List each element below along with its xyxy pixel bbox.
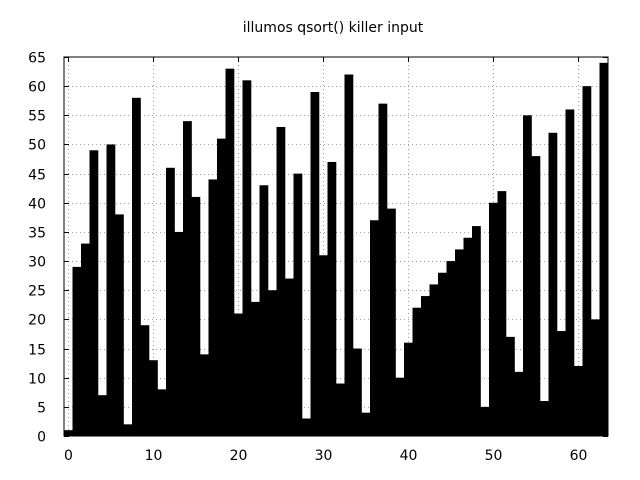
bar [480,406,490,436]
y-tick-label: 45 [28,168,46,184]
bar [540,401,549,436]
bar [319,255,328,436]
bar [514,371,524,436]
x-tick-label: 40 [400,448,418,464]
bar [574,366,583,436]
bar [183,121,192,436]
bar [438,272,447,436]
bar [166,167,175,437]
bar [123,424,133,436]
bar [268,290,277,436]
bar [565,109,575,436]
bar [472,226,481,436]
bar [582,86,592,437]
y-tick-label: 10 [28,372,46,388]
bar [395,377,405,436]
bar [412,307,422,436]
y-tick-label: 40 [28,197,46,213]
bar [242,80,252,437]
bar [72,266,82,436]
bar [591,319,600,436]
y-tick-label: 25 [28,284,46,300]
bar [531,156,541,436]
x-tick-label: 10 [145,448,163,464]
bar [259,185,269,436]
y-tick-label: 50 [28,138,46,154]
y-tick-label: 30 [28,255,46,271]
y-tick-label: 65 [28,51,46,67]
bar [506,336,515,436]
y-tick-label: 20 [28,313,46,329]
bar [523,115,532,437]
bar [557,331,566,436]
bar [251,301,260,436]
x-axis-ticks: 0 10 20 30 40 50 60 [64,57,587,464]
x-tick-label: 60 [570,448,588,464]
bar [157,389,167,436]
bar [310,91,320,436]
bar [378,103,388,437]
bar [106,144,116,436]
x-tick-label: 0 [64,448,73,464]
bar [98,395,107,436]
y-tick-label: 35 [28,226,46,242]
bar [89,150,99,437]
bar [429,284,439,436]
bar [361,412,371,436]
bar [276,126,286,436]
x-tick-label: 50 [485,448,503,464]
bar [217,138,226,436]
bar [336,383,345,436]
bar [302,418,311,436]
plot-frame [63,56,609,437]
bar [200,354,209,436]
bar [404,342,413,436]
bar [548,132,558,437]
bar [344,74,354,436]
bar [234,313,243,436]
bar [463,237,473,436]
bar [208,179,218,436]
bar [140,325,150,436]
bar [327,161,337,436]
y-tick-label: 5 [37,401,46,417]
chart-title: illumos qsort() killer input [243,20,424,36]
bar [446,261,456,436]
bar [115,214,124,436]
y-tick-label: 0 [37,430,46,446]
x-tick-label: 20 [230,448,248,464]
bar [353,348,362,436]
bar [81,243,90,436]
x-tick-label: 30 [315,448,333,464]
y-tick-label: 55 [28,109,46,125]
bar [225,68,235,437]
bar [174,231,184,436]
bar [285,278,294,436]
bar [293,173,303,436]
bar [191,196,201,436]
bar [387,208,396,436]
bar [455,249,464,436]
y-axis-ticks: 0 5 10 15 20 25 30 35 40 45 50 55 60 65 [28,51,608,446]
y-tick-label: 15 [28,343,46,359]
bar [421,296,430,436]
bar [599,62,609,436]
bar [370,220,379,436]
bar [489,202,498,436]
bar [132,97,141,437]
bars [64,62,609,437]
y-tick-label: 60 [28,80,46,96]
bar [149,360,158,436]
bar [497,191,507,436]
